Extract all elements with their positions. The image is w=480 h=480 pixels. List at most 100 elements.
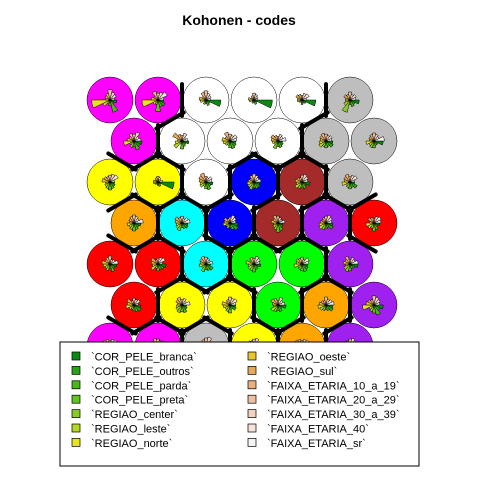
code-segment bbox=[107, 89, 113, 101]
code-segment bbox=[253, 261, 261, 265]
cluster-boundary bbox=[106, 192, 138, 213]
code-segment bbox=[156, 175, 160, 183]
code-segment bbox=[253, 99, 273, 109]
legend: `COR_PELE_branca` `COR_PELE_outros` `COR_P… bbox=[59, 341, 420, 467]
code-segment bbox=[205, 95, 212, 101]
code-segment bbox=[343, 94, 351, 101]
code-segment bbox=[157, 181, 162, 187]
code-segment bbox=[133, 218, 144, 224]
code-segment bbox=[125, 304, 135, 309]
code-segment bbox=[205, 99, 210, 106]
code-segment bbox=[203, 90, 209, 101]
code-segment bbox=[108, 99, 112, 107]
som-unit bbox=[254, 117, 302, 165]
code-segment bbox=[229, 222, 239, 231]
code-segment bbox=[349, 97, 357, 101]
legend-swatch bbox=[71, 423, 81, 433]
som-unit bbox=[302, 199, 350, 247]
cluster-boundary bbox=[298, 192, 330, 213]
legend-item: `COR_PELE_branca` bbox=[71, 352, 197, 364]
code-segment bbox=[301, 181, 307, 190]
legend-swatch bbox=[71, 409, 81, 418]
code-segment bbox=[301, 97, 307, 101]
code-segment bbox=[373, 304, 381, 316]
code-segment bbox=[131, 222, 137, 232]
cluster-boundaries bbox=[106, 82, 378, 364]
code-segment bbox=[365, 222, 375, 227]
cluster-boundary bbox=[202, 315, 234, 336]
code-segment bbox=[175, 222, 183, 229]
cluster-boundary bbox=[130, 233, 162, 254]
cluster-boundary bbox=[298, 151, 330, 172]
code-segment bbox=[298, 94, 303, 101]
code-segment bbox=[301, 93, 310, 101]
legend-item: `REGIAO_center` bbox=[71, 409, 178, 421]
code-segment bbox=[349, 181, 358, 189]
code-segment bbox=[204, 175, 208, 183]
som-unit bbox=[134, 76, 182, 124]
legend-label: `FAIXA_ETARIA_20_a_29` bbox=[267, 395, 399, 407]
code-segment bbox=[324, 140, 328, 149]
code-segment bbox=[373, 216, 382, 224]
code-segment bbox=[198, 263, 207, 268]
code-segment bbox=[301, 179, 309, 183]
code-segment bbox=[301, 263, 308, 273]
code-segment bbox=[157, 257, 166, 265]
cluster-boundary bbox=[106, 151, 138, 172]
legend-swatch bbox=[247, 394, 257, 404]
legend-label: `FAIXA_ETARIA_30_a_39` bbox=[267, 409, 399, 421]
cluster-boundary bbox=[250, 233, 282, 254]
chart-title: Kohonen - codes bbox=[182, 12, 296, 28]
legend-item: `REGIAO_norte` bbox=[71, 438, 172, 450]
code-segment bbox=[373, 299, 381, 306]
code-segment bbox=[253, 96, 259, 101]
som-unit bbox=[158, 281, 206, 329]
code-segment bbox=[109, 174, 119, 183]
code-segment bbox=[133, 304, 142, 312]
som-unit bbox=[278, 240, 326, 288]
code-segment bbox=[181, 301, 191, 306]
cluster-boundary bbox=[346, 192, 378, 213]
code-segment bbox=[301, 257, 310, 265]
cluster-boundary bbox=[346, 233, 378, 254]
legend-swatch bbox=[247, 438, 257, 447]
code-segment bbox=[133, 140, 141, 151]
code-segment bbox=[157, 263, 165, 270]
som-unit bbox=[206, 199, 254, 247]
code-segment bbox=[318, 222, 327, 230]
code-segment bbox=[344, 255, 351, 265]
cluster-boundary bbox=[202, 274, 234, 295]
code-segment bbox=[229, 298, 238, 306]
cluster-boundary bbox=[178, 315, 210, 336]
legend-label: `REGIAO_leste` bbox=[91, 424, 170, 436]
code-segment bbox=[373, 302, 381, 306]
code-segment bbox=[132, 304, 136, 312]
cluster-boundary bbox=[250, 151, 282, 172]
som-unit bbox=[206, 117, 254, 165]
som-unit bbox=[110, 281, 158, 329]
legend-item: `FAIXA_ETARIA_10_a_19` bbox=[247, 380, 399, 392]
cluster-boundary bbox=[202, 233, 234, 254]
code-segment bbox=[133, 304, 139, 313]
code-segment bbox=[155, 99, 161, 112]
code-segment bbox=[176, 296, 183, 306]
cluster-boundary bbox=[298, 110, 330, 131]
code-segment bbox=[301, 260, 310, 265]
cluster-boundary bbox=[274, 151, 306, 172]
cluster-boundary bbox=[298, 274, 330, 295]
code-segment bbox=[275, 222, 281, 233]
code-segment bbox=[177, 133, 183, 142]
code-segment bbox=[371, 132, 377, 142]
code-segment bbox=[157, 97, 165, 101]
code-segment bbox=[172, 132, 183, 142]
code-segment bbox=[294, 181, 303, 189]
code-segment bbox=[109, 94, 117, 101]
code-segment bbox=[325, 135, 333, 142]
cluster-boundary bbox=[226, 151, 258, 172]
code-segment bbox=[325, 140, 334, 148]
code-segment bbox=[229, 217, 237, 224]
code-segment bbox=[318, 140, 327, 145]
code-segment bbox=[272, 214, 279, 224]
legend-label: `REGIAO_norte` bbox=[91, 438, 172, 450]
